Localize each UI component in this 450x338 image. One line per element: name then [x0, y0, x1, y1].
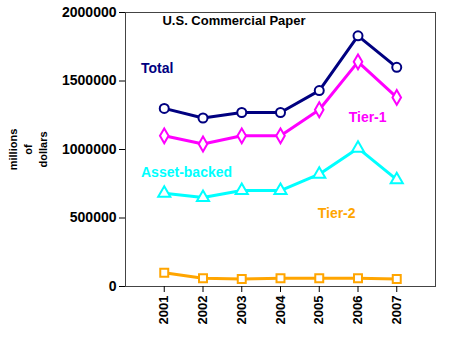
svg-text:2002: 2002	[195, 296, 210, 325]
svg-text:Tier-2: Tier-2	[318, 205, 356, 221]
svg-text:2003: 2003	[234, 296, 249, 325]
svg-text:of: of	[22, 144, 34, 155]
svg-text:2001: 2001	[156, 296, 171, 325]
svg-text:2006: 2006	[350, 296, 365, 325]
svg-text:U.S. Commercial Paper: U.S. Commercial Paper	[162, 13, 305, 28]
svg-text:1000000: 1000000	[62, 141, 117, 157]
svg-text:Asset-backed: Asset-backed	[141, 164, 232, 180]
svg-text:500000: 500000	[70, 209, 117, 225]
svg-text:dollars: dollars	[37, 131, 49, 167]
svg-text:2004: 2004	[273, 295, 288, 325]
svg-text:Tier-1: Tier-1	[349, 109, 387, 125]
svg-text:1500000: 1500000	[62, 72, 117, 88]
svg-text:2000000: 2000000	[62, 4, 117, 20]
svg-text:Total: Total	[141, 60, 173, 76]
svg-text:millions: millions	[7, 129, 19, 171]
svg-text:2007: 2007	[389, 296, 404, 325]
svg-text:2005: 2005	[311, 296, 326, 325]
svg-text:0: 0	[109, 278, 117, 294]
